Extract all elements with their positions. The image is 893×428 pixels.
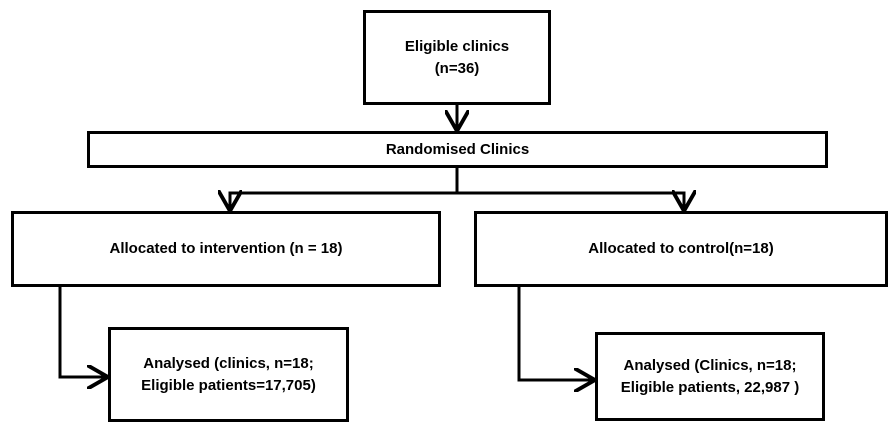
randomised-clinics-label: Randomised Clinics <box>385 140 530 158</box>
arrow-intervention-to-analysed <box>58 286 105 377</box>
control-label: Allocated to control(n=18) <box>588 240 774 258</box>
eligible-clinics-count: (n=36) <box>434 59 480 77</box>
eligible-clinics-box: Eligible clinics (n=36) <box>363 10 551 105</box>
analysed-intervention-box: Analysed (clinics, n=18; Eligible patien… <box>108 327 349 422</box>
connector-randomised-split <box>230 167 459 208</box>
connector-randomised-right <box>455 167 684 208</box>
analysed-control-box: Analysed (Clinics, n=18; Eligible patien… <box>595 332 825 421</box>
analysed-intervention-line2: Eligible patients=17,705) <box>141 376 316 394</box>
analysed-intervention-line1: Analysed (clinics, n=18; <box>143 354 314 372</box>
intervention-box: Allocated to intervention (n = 18) <box>11 211 441 287</box>
analysed-control-line1: Analysed (Clinics, n=18; <box>623 356 797 374</box>
eligible-clinics-label: Eligible clinics <box>404 37 510 55</box>
intervention-label: Allocated to intervention (n = 18) <box>109 240 343 258</box>
control-box: Allocated to control(n=18) <box>474 211 888 287</box>
analysed-control-line2: Eligible patients, 22,987 ) <box>620 378 800 396</box>
arrow-control-to-analysed <box>517 286 592 380</box>
randomised-clinics-box: Randomised Clinics <box>87 131 828 168</box>
